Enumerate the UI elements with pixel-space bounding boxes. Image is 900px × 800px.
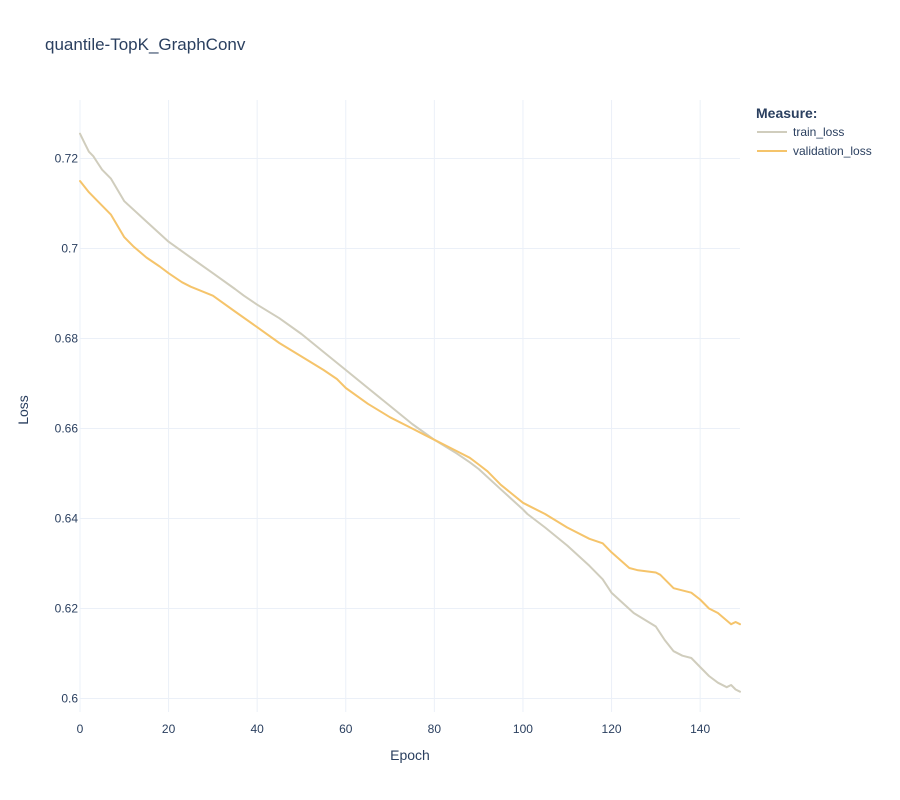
legend-label-validation_loss: validation_loss <box>793 144 872 158</box>
x-tick-label: 140 <box>690 722 710 736</box>
y-axis-title: Loss <box>15 395 31 425</box>
legend: Measure: train_loss validation_loss <box>756 105 872 158</box>
x-tick-label: 60 <box>339 722 353 736</box>
legend-title: Measure: <box>756 105 817 121</box>
series-lines <box>79 132 741 693</box>
y-tick-label: 0.72 <box>55 152 79 166</box>
x-tick-label: 40 <box>251 722 265 736</box>
x-axis-ticks: 0 20 40 60 80 100 120 140 <box>77 722 711 736</box>
y-tick-label: 0.62 <box>55 602 79 616</box>
x-tick-label: 120 <box>602 722 622 736</box>
y-tick-label: 0.64 <box>55 512 79 526</box>
x-tick-label: 80 <box>428 722 442 736</box>
y-tick-label: 0.6 <box>61 692 78 706</box>
x-axis-title: Epoch <box>390 747 430 763</box>
legend-label-train_loss: train_loss <box>793 125 844 139</box>
y-tick-label: 0.7 <box>61 242 78 256</box>
chart-title: quantile-TopK_GraphConv <box>45 35 246 54</box>
grid <box>79 100 740 712</box>
series-line-train_loss <box>79 132 741 693</box>
series-line-validation_loss <box>79 180 741 626</box>
y-tick-label: 0.66 <box>55 422 79 436</box>
x-tick-label: 100 <box>513 722 533 736</box>
y-axis-ticks: 0.6 0.62 0.64 0.66 0.68 0.7 0.72 <box>55 152 79 706</box>
x-tick-label: 0 <box>77 722 84 736</box>
x-tick-label: 20 <box>162 722 176 736</box>
y-tick-label: 0.68 <box>55 332 79 346</box>
